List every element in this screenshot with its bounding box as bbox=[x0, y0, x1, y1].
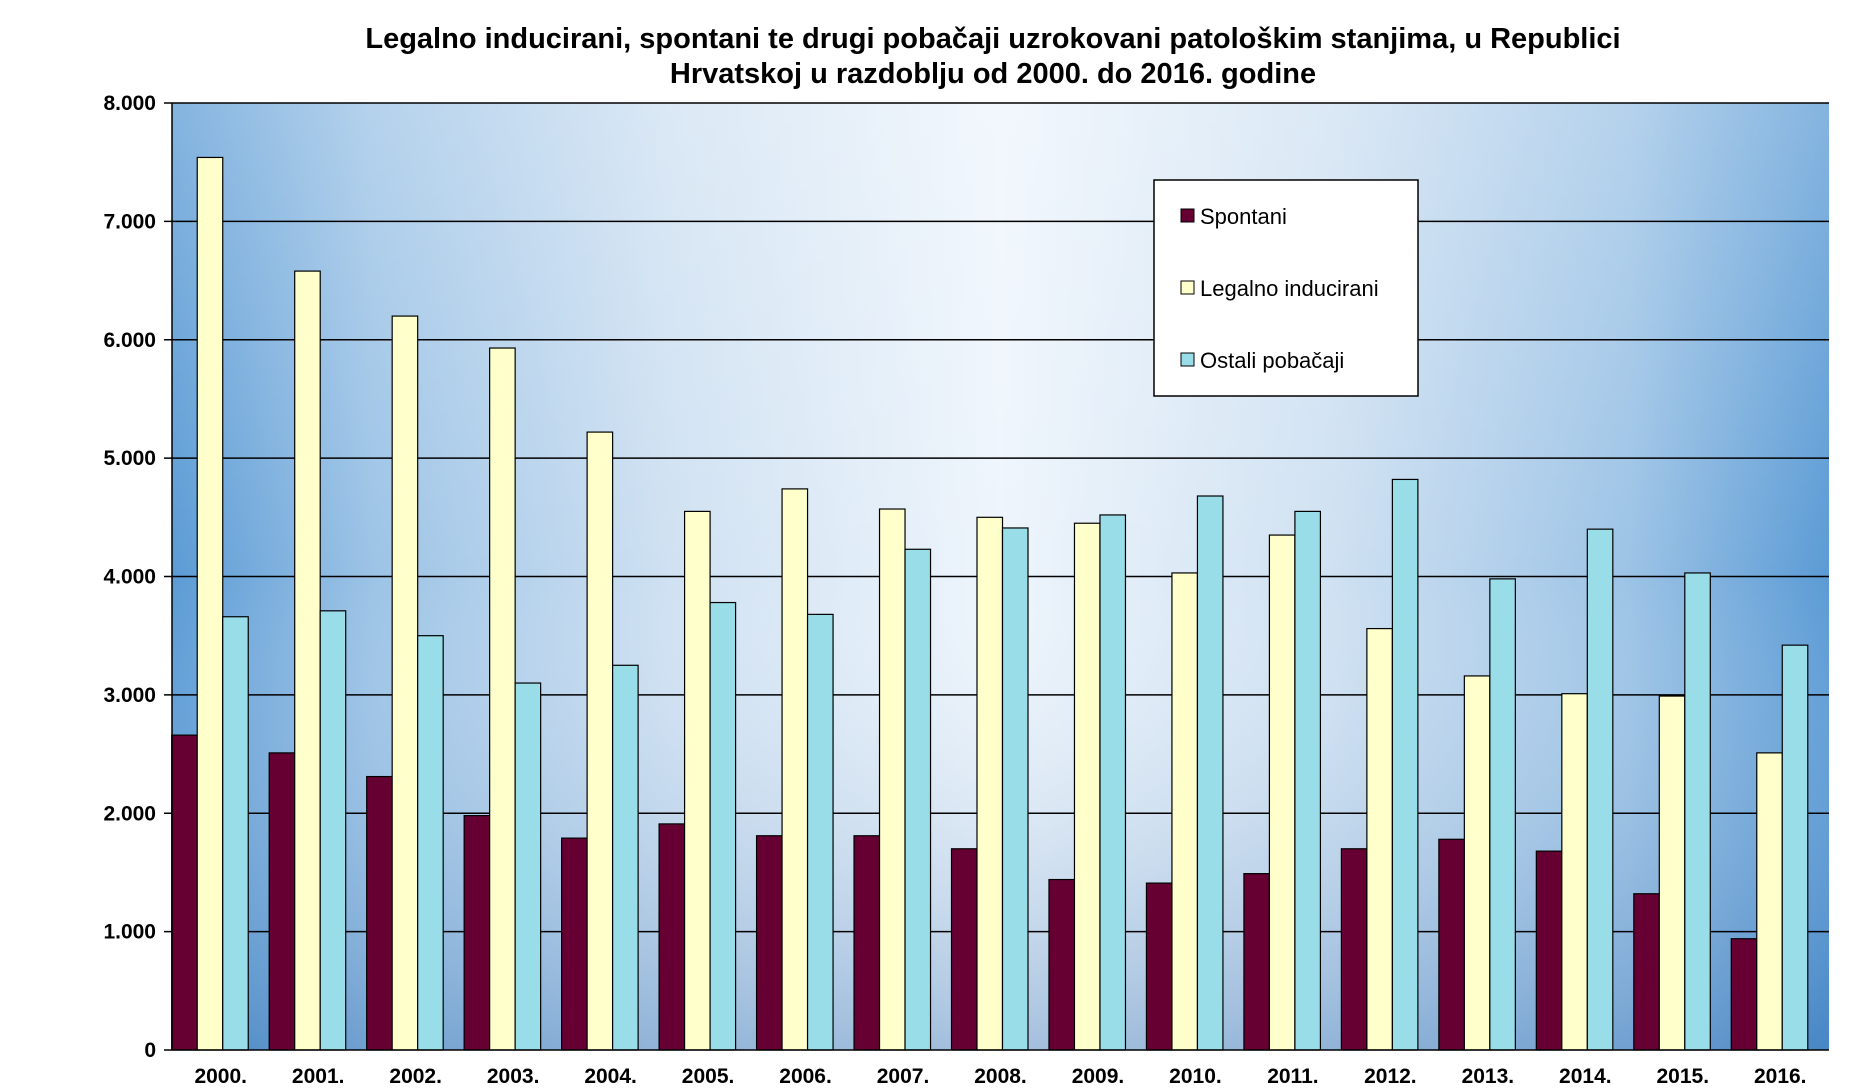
bar-ostali-poba-aji-2008 bbox=[1001, 527, 1029, 1051]
x-tick-label: 2008. bbox=[974, 1065, 1027, 1088]
y-tick-label: 4.000 bbox=[103, 566, 156, 589]
bar-legalno-inducirani-2012 bbox=[1366, 627, 1393, 1051]
x-tick-label: 2014. bbox=[1559, 1065, 1612, 1088]
bar-spontani-2013 bbox=[1438, 838, 1465, 1051]
x-tick-label: 2015. bbox=[1657, 1065, 1710, 1088]
bar-spontani-2008 bbox=[950, 848, 978, 1051]
y-tick-label: 3.000 bbox=[103, 684, 156, 707]
bar-ostali-poba-aji-2015 bbox=[1684, 572, 1711, 1051]
y-tick-label: 8.000 bbox=[103, 92, 156, 115]
x-tick-label: 2016. bbox=[1754, 1065, 1807, 1088]
bar-spontani-2006 bbox=[755, 835, 783, 1051]
bar-ostali-poba-aji-2001 bbox=[319, 610, 347, 1051]
y-tick-label: 1.000 bbox=[103, 921, 156, 944]
bar-legalno-inducirani-2014 bbox=[1561, 693, 1588, 1051]
bars bbox=[171, 156, 1809, 1051]
bar-legalno-inducirani-2002 bbox=[391, 315, 419, 1051]
legend-swatch-spontani bbox=[1180, 208, 1195, 223]
bar-ostali-poba-aji-2006 bbox=[806, 613, 834, 1051]
legend-swatch-legalno-inducirani bbox=[1180, 280, 1195, 295]
x-tick-label: 2001. bbox=[292, 1065, 345, 1088]
bar-ostali-poba-aji-2010 bbox=[1196, 495, 1224, 1051]
x-tick-label: 2007. bbox=[877, 1065, 930, 1088]
bar-legalno-inducirani-2007 bbox=[878, 508, 906, 1051]
bar-spontani-2001 bbox=[268, 752, 296, 1051]
bar-ostali-poba-aji-2002 bbox=[417, 635, 444, 1051]
y-tick-label: 0 bbox=[144, 1039, 156, 1062]
bar-spontani-2003 bbox=[463, 815, 491, 1051]
chart-title: Legalno inducirani, spontani te drugi po… bbox=[365, 23, 1620, 90]
bar-spontani-2016 bbox=[1730, 938, 1758, 1051]
bar-legalno-inducirani-2001 bbox=[294, 270, 321, 1051]
bar-legalno-inducirani-2010 bbox=[1171, 572, 1199, 1051]
bar-legalno-inducirani-2004 bbox=[586, 431, 614, 1051]
bar-legalno-inducirani-2005 bbox=[683, 510, 711, 1051]
bar-ostali-poba-aji-2003 bbox=[514, 682, 542, 1051]
bar-spontani-2011 bbox=[1243, 873, 1271, 1051]
bar-legalno-inducirani-2003 bbox=[489, 347, 516, 1051]
bar-spontani-2010 bbox=[1145, 882, 1173, 1051]
bar-spontani-2005 bbox=[658, 823, 686, 1051]
y-tick-label: 5.000 bbox=[103, 447, 156, 470]
bar-ostali-poba-aji-2004 bbox=[612, 664, 639, 1051]
bar-ostali-poba-aji-2000 bbox=[222, 616, 249, 1051]
x-tick-label: 2003. bbox=[487, 1065, 540, 1088]
bar-spontani-2012 bbox=[1340, 848, 1368, 1051]
bar-spontani-2009 bbox=[1048, 878, 1076, 1051]
legend-label-legalno-inducirani: Legalno inducirani bbox=[1200, 276, 1379, 301]
bar-legalno-inducirani-2006 bbox=[781, 488, 809, 1051]
title-line-2: Hrvatskoj u razdoblju od 2000. do 2016. … bbox=[670, 58, 1316, 90]
bar-legalno-inducirani-2011 bbox=[1268, 534, 1296, 1051]
bar-ostali-poba-aji-2014 bbox=[1586, 528, 1614, 1051]
bar-spontani-2000 bbox=[171, 734, 198, 1051]
x-tick-label: 2012. bbox=[1364, 1065, 1417, 1088]
bar-legalno-inducirani-2016 bbox=[1756, 752, 1783, 1051]
bar-spontani-2004 bbox=[561, 837, 588, 1051]
bar-legalno-inducirani-2008 bbox=[976, 516, 1004, 1051]
bar-ostali-poba-aji-2013 bbox=[1489, 578, 1516, 1051]
y-tick-label: 2.000 bbox=[103, 802, 156, 825]
bar-legalno-inducirani-2000 bbox=[196, 156, 224, 1051]
bar-spontani-2002 bbox=[366, 775, 393, 1051]
x-tick-label: 2002. bbox=[389, 1065, 442, 1088]
title-line-1: Legalno inducirani, spontani te drugi po… bbox=[365, 23, 1620, 55]
bar-ostali-poba-aji-2016 bbox=[1781, 644, 1809, 1051]
bar-legalno-inducirani-2009 bbox=[1073, 522, 1101, 1051]
bar-ostali-poba-aji-2005 bbox=[709, 601, 737, 1051]
x-tick-label: 2000. bbox=[194, 1065, 247, 1088]
x-tick-label: 2010. bbox=[1169, 1065, 1222, 1088]
x-tick-label: 2011. bbox=[1267, 1065, 1318, 1088]
bar-spontani-2014 bbox=[1535, 850, 1563, 1051]
y-tick-label: 6.000 bbox=[103, 329, 156, 352]
bar-spontani-2007 bbox=[853, 835, 881, 1051]
bar-ostali-poba-aji-2007 bbox=[904, 548, 932, 1051]
bar-spontani-2015 bbox=[1633, 893, 1660, 1051]
legend: Spontani Legalno inducirani Ostali pobač… bbox=[1153, 179, 1419, 397]
bar-legalno-inducirani-2015 bbox=[1658, 695, 1686, 1051]
x-tick-label: 2004. bbox=[584, 1065, 637, 1088]
y-tick-label: 7.000 bbox=[103, 210, 156, 233]
bar-ostali-poba-aji-2009 bbox=[1099, 514, 1127, 1051]
x-tick-label: 2013. bbox=[1462, 1065, 1515, 1088]
y-axis-ticks: 0 1.000 2.000 3.000 4.000 5.000 6.000 7.000 8.00… bbox=[103, 92, 172, 1062]
bar-ostali-poba-aji-2012 bbox=[1391, 478, 1419, 1051]
legend-label-spontani: Spontani bbox=[1200, 204, 1287, 229]
bar-legalno-inducirani-2013 bbox=[1463, 675, 1491, 1051]
legend-box bbox=[1153, 179, 1419, 397]
legend-swatch-ostali-pobacaji bbox=[1180, 352, 1195, 367]
x-tick-label: 2005. bbox=[682, 1065, 735, 1088]
legend-label-ostali-pobacaji: Ostali pobačaji bbox=[1200, 348, 1344, 373]
bar-ostali-poba-aji-2011 bbox=[1294, 510, 1322, 1051]
x-tick-label: 2009. bbox=[1072, 1065, 1125, 1088]
x-axis-ticks: 2000. 2001. 2002. 2003. 2004. 2005. 2006. 2007.… bbox=[194, 1065, 1806, 1088]
x-tick-label: 2006. bbox=[779, 1065, 832, 1088]
